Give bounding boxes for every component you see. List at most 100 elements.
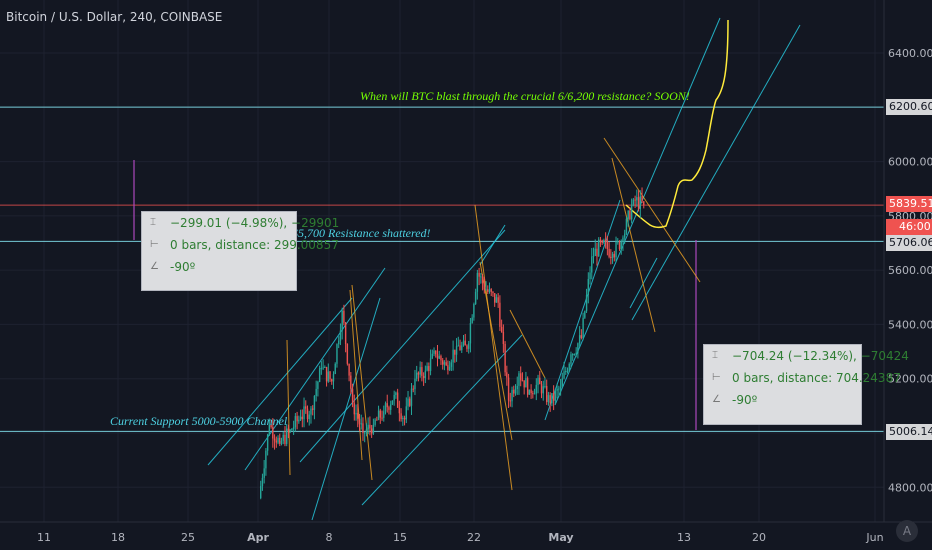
candle-body	[473, 303, 475, 318]
candle-body	[358, 418, 361, 425]
candle-body	[289, 430, 291, 432]
candle-body	[417, 372, 420, 375]
price-tick-label: 6400.00	[888, 47, 932, 60]
candle-body	[528, 389, 531, 395]
candle-body	[584, 311, 586, 318]
candle-body	[540, 384, 543, 394]
candle-body	[301, 416, 303, 420]
candle-body	[435, 350, 437, 355]
candle-body	[568, 363, 570, 371]
price-label-6200: 6200.60	[886, 99, 932, 115]
fan-line	[474, 204, 513, 491]
candle-body	[551, 393, 553, 404]
candle-body	[452, 349, 454, 363]
candle-body	[611, 253, 614, 259]
candle-body	[341, 310, 343, 331]
candle-body	[615, 241, 617, 258]
candle-body	[526, 378, 529, 395]
annotation-texts: When will BTC blast through the crucial …	[110, 89, 690, 428]
candle-body	[312, 408, 314, 410]
channel-line	[299, 229, 506, 463]
time-tick-label: 15	[393, 531, 407, 544]
tradingview-logo-icon[interactable]: A	[896, 520, 918, 542]
measure-tooltip-right: ⌶ −704.24 (−12.34%), −70424 ⊢ 0 bars, dist…	[703, 344, 909, 425]
candle-body	[270, 424, 272, 428]
measure-right-distance: 0 bars, distance: 704.24387	[732, 371, 901, 385]
candle-body	[343, 310, 345, 323]
candle-body	[351, 388, 354, 404]
candle-body	[266, 434, 269, 451]
price-range-icon: ⌶	[712, 350, 718, 361]
candle-body	[500, 326, 503, 333]
time-tick-label: 22	[467, 531, 481, 544]
candle-body	[610, 256, 612, 259]
candle-body	[372, 424, 375, 434]
candle-body	[549, 395, 551, 404]
candle-body	[445, 362, 447, 366]
candle-body	[298, 419, 300, 422]
candle-body	[466, 345, 468, 349]
candle-body	[481, 276, 484, 283]
candle-body	[504, 343, 506, 373]
candle-body	[263, 468, 265, 478]
candle-body	[357, 413, 359, 419]
candle-body	[305, 406, 307, 409]
support-channel-annotation[interactable]: Current Support 5000-5900 Channel	[110, 414, 288, 428]
resistance-question-annotation[interactable]: When will BTC blast through the crucial …	[360, 89, 690, 103]
candle-body	[497, 297, 499, 303]
candle-body	[636, 197, 638, 201]
time-tick-label: Jun	[865, 531, 883, 544]
candle-body	[440, 356, 442, 361]
candle-body	[365, 429, 368, 433]
price-label-5706: 5706.06	[886, 235, 932, 251]
candle-body	[320, 367, 323, 369]
candle-body	[462, 340, 465, 346]
candle-body	[601, 240, 603, 243]
resistance-shattered-annotation[interactable]: $5,700 Resistance shattered!	[292, 226, 431, 240]
candle-body	[506, 372, 508, 378]
candle-body	[558, 388, 560, 390]
candle-body	[325, 366, 328, 382]
candle-body	[606, 240, 609, 249]
candle-body	[376, 419, 378, 421]
candle-body	[478, 272, 480, 277]
candle-body	[339, 330, 342, 341]
price-label-5006: 5006.14	[886, 424, 932, 440]
candle-body	[464, 340, 466, 346]
channel-line	[311, 297, 381, 521]
candle-body	[495, 297, 498, 303]
candle-body	[317, 381, 319, 389]
candle-body	[291, 428, 293, 431]
time-tick-label: May	[548, 531, 573, 544]
channel-line	[554, 17, 721, 406]
candle-body	[471, 317, 473, 323]
candle-body	[535, 384, 537, 394]
candle-body	[513, 389, 515, 394]
channel-line	[244, 267, 386, 471]
candle-body	[521, 380, 524, 382]
candle-body	[261, 477, 264, 487]
candle-body	[426, 366, 428, 371]
candle-body	[637, 197, 640, 209]
time-tick-label: 8	[326, 531, 333, 544]
fan-line	[611, 157, 656, 333]
candle-body	[488, 289, 491, 292]
candle-body	[419, 367, 421, 375]
bars-range-icon: ⊢	[150, 239, 159, 250]
fan-line	[349, 289, 363, 461]
candle-body	[554, 390, 557, 401]
candle-body	[547, 395, 550, 403]
measure-left-angle: -90º	[170, 260, 196, 274]
candle-body	[580, 335, 583, 338]
candle-body	[643, 201, 645, 206]
candle-body	[514, 389, 517, 394]
symbol-title: Bitcoin / U.S. Dollar, 240, COINBASE	[6, 10, 223, 24]
candle-body	[332, 374, 335, 382]
candle-body	[630, 204, 633, 220]
candle-body	[294, 416, 297, 428]
candle-body	[639, 196, 641, 209]
candle-body	[443, 362, 446, 365]
candle-body	[438, 356, 440, 359]
candle-body	[409, 398, 411, 406]
